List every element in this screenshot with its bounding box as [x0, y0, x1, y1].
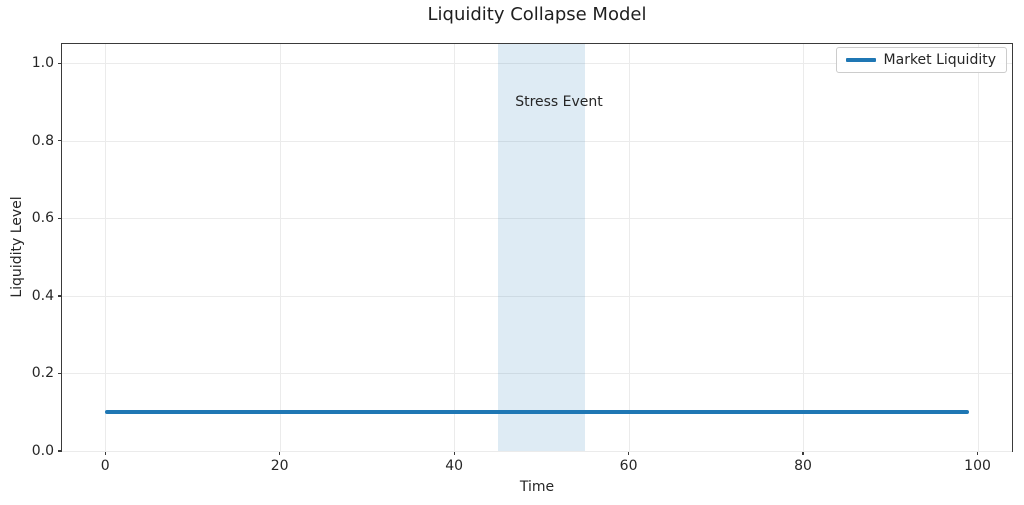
x-tick-mark	[453, 451, 455, 455]
y-tick-label: 0.6	[31, 210, 54, 227]
y-tick-label: 0.2	[31, 365, 54, 382]
y-tick-mark	[58, 295, 62, 297]
y-tick-mark	[58, 217, 62, 220]
x-axis-label: Time	[519, 479, 555, 495]
y-axis-label: Liquidity Level	[9, 196, 25, 298]
y-tick-label: 0.4	[31, 287, 54, 304]
x-gridline	[803, 44, 805, 451]
y-gridline	[62, 295, 1012, 297]
y-tick-mark	[58, 140, 62, 142]
x-gridline	[454, 44, 456, 451]
legend-label: Market Liquidity	[883, 52, 996, 68]
y-tick-mark	[58, 62, 62, 64]
y-gridline	[62, 451, 1012, 452]
y-tick-label: 1.0	[31, 55, 54, 72]
y-tick-mark	[58, 450, 62, 452]
x-tick-label: 100	[964, 458, 991, 474]
x-tick-mark	[104, 451, 106, 455]
x-tick-mark	[802, 451, 804, 455]
x-tick-label: 0	[100, 458, 110, 474]
x-gridline	[279, 44, 281, 451]
series-line-market-liquidity	[105, 410, 969, 415]
x-tick-mark	[279, 451, 281, 455]
chart-title: Liquidity Collapse Model	[427, 4, 647, 25]
y-tick-label: 0.8	[31, 132, 54, 149]
y-tick-label: 0.0	[31, 443, 54, 459]
y-gridline	[62, 218, 1012, 220]
x-tick-label: 60	[619, 458, 638, 474]
y-gridline	[62, 63, 1012, 65]
plot-area: 0 20 40 60 80 100 0.0 0.2 0.4 0.6 0.8 1.0 Stress Eve…	[32, 43, 1013, 474]
x-tick-label: 20	[270, 458, 289, 474]
legend: Market Liquidity	[835, 47, 1007, 73]
x-gridline	[628, 44, 630, 451]
x-tick-label: 80	[794, 458, 812, 474]
y-gridline	[62, 373, 1012, 375]
x-gridline	[105, 44, 107, 451]
stress-event-band	[497, 44, 585, 451]
x-tick-mark	[976, 451, 979, 455]
x-gridline	[977, 44, 979, 451]
x-tick-mark	[627, 451, 630, 455]
legend-line-swatch	[845, 58, 876, 62]
annotation-stress-event: Stress Event	[515, 93, 603, 110]
y-tick-mark	[58, 372, 62, 375]
y-gridline	[62, 140, 1012, 142]
x-tick-label: 40	[445, 458, 464, 474]
